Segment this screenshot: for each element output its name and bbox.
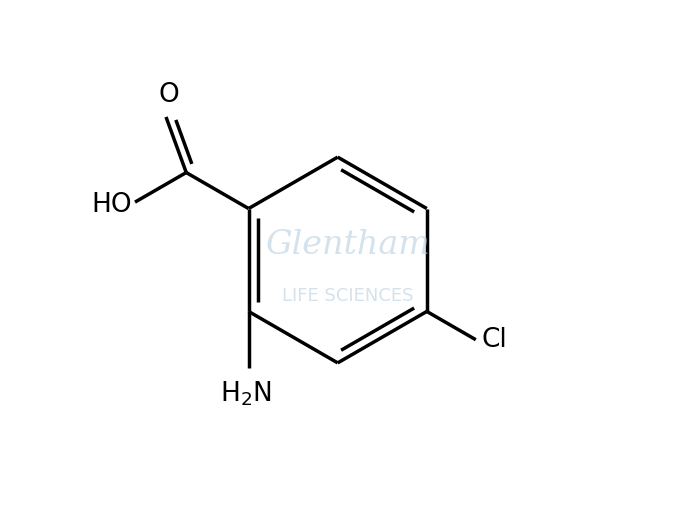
Text: O: O <box>158 82 179 108</box>
Text: HO: HO <box>92 192 132 218</box>
Text: LIFE SCIENCES: LIFE SCIENCES <box>283 287 413 305</box>
Text: H$_2$N: H$_2$N <box>220 380 272 408</box>
Text: Cl: Cl <box>482 327 508 353</box>
Text: Glentham: Glentham <box>266 229 430 261</box>
